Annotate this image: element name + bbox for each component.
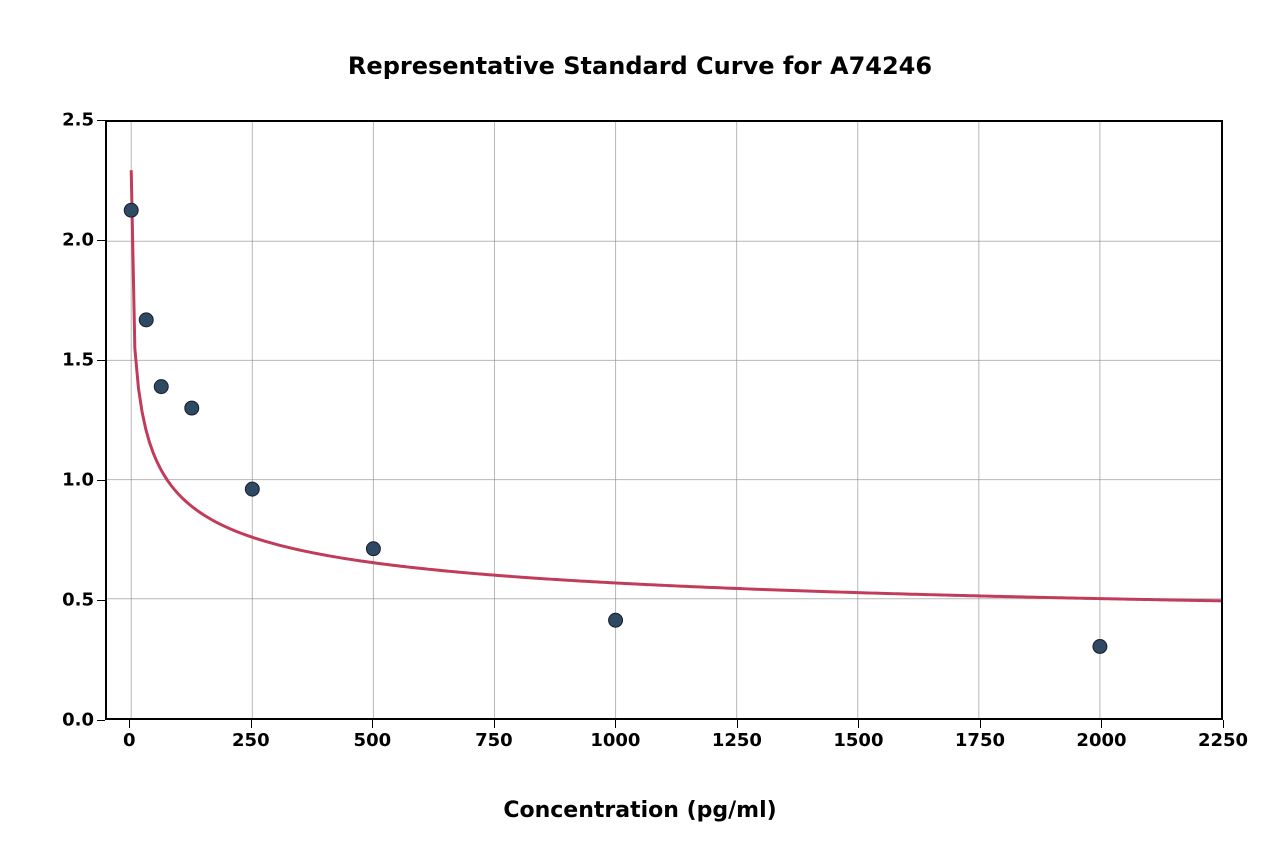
data-point: [366, 542, 380, 556]
x-tick-mark: [494, 720, 495, 728]
y-tick-mark: [97, 480, 105, 481]
y-tick-label: 2.5: [62, 110, 94, 131]
x-tick-label: 1250: [712, 730, 762, 751]
x-tick-label: 1000: [590, 730, 640, 751]
data-point: [245, 482, 259, 496]
x-tick-mark: [615, 720, 616, 728]
data-point: [1093, 640, 1107, 654]
x-tick-mark: [251, 720, 252, 728]
y-tick-mark: [97, 600, 105, 601]
data-point: [609, 613, 623, 627]
fit-curve: [131, 170, 1221, 601]
data-point: [124, 203, 138, 217]
data-point: [139, 313, 153, 327]
y-tick-label: 2.0: [62, 230, 94, 251]
y-tick-mark: [97, 720, 105, 721]
data-point: [185, 401, 199, 415]
y-tick-mark: [97, 120, 105, 121]
x-axis-label: Concentration (pg/ml): [503, 798, 776, 823]
x-tick-mark: [372, 720, 373, 728]
standard-curve-chart: Representative Standard Curve for A74246…: [0, 0, 1280, 845]
curve-layer: [107, 122, 1221, 718]
x-tick-label: 750: [475, 730, 513, 751]
x-tick-label: 250: [232, 730, 270, 751]
x-tick-label: 2250: [1198, 730, 1248, 751]
x-tick-mark: [737, 720, 738, 728]
y-tick-mark: [97, 360, 105, 361]
y-tick-label: 1.5: [62, 350, 94, 371]
x-tick-mark: [1101, 720, 1102, 728]
plot-area: [105, 120, 1223, 720]
data-point: [154, 380, 168, 394]
y-tick-label: 0.5: [62, 590, 94, 611]
y-tick-label: 0.0: [62, 710, 94, 731]
x-tick-label: 0: [123, 730, 136, 751]
x-tick-label: 2000: [1076, 730, 1126, 751]
x-tick-mark: [129, 720, 130, 728]
x-tick-mark: [858, 720, 859, 728]
x-tick-label: 1750: [955, 730, 1005, 751]
x-tick-mark: [980, 720, 981, 728]
y-tick-label: 1.0: [62, 470, 94, 491]
x-tick-label: 500: [354, 730, 392, 751]
x-tick-label: 1500: [833, 730, 883, 751]
chart-title: Representative Standard Curve for A74246: [348, 52, 932, 80]
y-tick-mark: [97, 240, 105, 241]
x-tick-mark: [1223, 720, 1224, 728]
